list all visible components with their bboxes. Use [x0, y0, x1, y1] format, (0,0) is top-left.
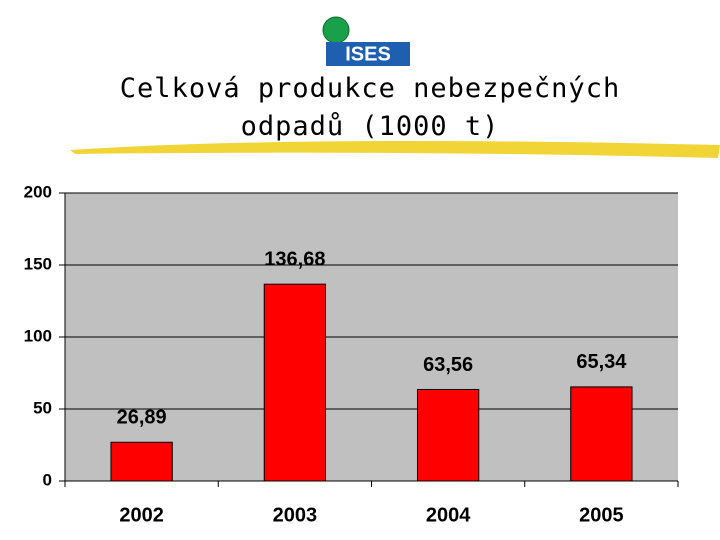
- x-tick-label: 2002: [119, 504, 164, 526]
- chart-title: Celková produkce nebezpečných odpadů (10…: [119, 73, 621, 142]
- value-label: 26,89: [117, 407, 167, 429]
- bar: [110, 441, 173, 482]
- y-tick-label: 200: [24, 182, 52, 201]
- value-label: 136,68: [264, 248, 325, 270]
- y-tick-label: 0: [43, 470, 52, 489]
- title-underline: [70, 141, 720, 158]
- y-tick-label: 150: [24, 254, 52, 273]
- bar: [570, 386, 633, 482]
- x-tick-label: 2005: [579, 504, 624, 526]
- bar: [263, 283, 327, 482]
- y-tick-label: 100: [24, 326, 52, 345]
- y-tick-label: 50: [33, 398, 52, 417]
- logo-box: [326, 42, 410, 66]
- x-tick-label: 2004: [426, 504, 471, 526]
- value-label: 63,56: [423, 354, 473, 376]
- value-label: 65,34: [576, 351, 627, 373]
- logo-circle: [322, 16, 350, 44]
- x-tick-label: 2003: [273, 504, 318, 526]
- bar: [416, 388, 480, 482]
- logo-text: ISES: [345, 43, 391, 65]
